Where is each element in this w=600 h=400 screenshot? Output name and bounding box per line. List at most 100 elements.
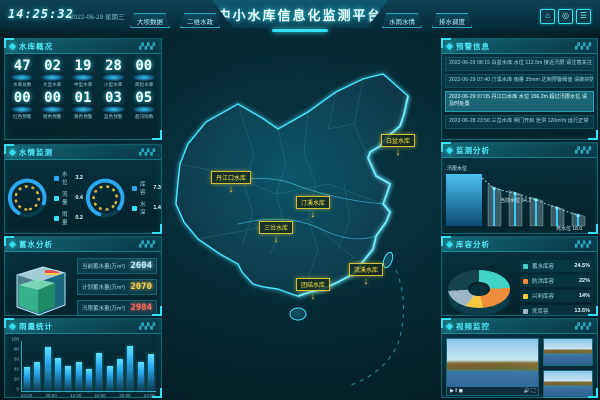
panel-header: 视频监控 xyxy=(442,319,597,334)
rain-y-axis: 0 20 40 60 80 100 xyxy=(9,336,19,392)
legend-value: 7.3 xyxy=(153,185,161,191)
analysis-annotation-2: 死水位 18.0 xyxy=(556,225,582,232)
stat-value: 00 xyxy=(44,90,62,106)
rain-y-tick: 20 xyxy=(13,376,19,382)
stats-grid: 47 水库总数 02 大型水库 19 中型水库 28 小型水库 00 病险水库 00 红色预警 00 橙色… xyxy=(5,54,161,122)
tab-drain-dispatch[interactable]: 排水调度 xyxy=(432,13,472,28)
volume-fullscreen-icons[interactable]: 🔊 ⛶ xyxy=(523,388,535,394)
rain-bar-0 xyxy=(24,367,30,391)
rain-bar-5 xyxy=(75,362,82,391)
marker-arrow-icon: ↓ xyxy=(395,147,401,157)
rain-y-tick: 80 xyxy=(13,346,19,352)
capacity-legend-item-0: 蓄水库容 24.5% xyxy=(520,260,593,272)
panel-title: 蓄水分析 xyxy=(19,239,53,249)
diamond-icon xyxy=(8,240,17,248)
stat-item-7: 01 黄色预警 xyxy=(68,90,98,120)
capacity-legend: 蓄水库容 24.5% 防洪库容 22% 兴利库容 14% 死库容 13.5% xyxy=(520,260,593,320)
reservoir-marker-label: 团结水库 xyxy=(295,278,331,291)
reservoir-marker-5[interactable]: 流溪水库 ↓ xyxy=(348,259,384,286)
reservoir-marker-label: 汀溪水库 xyxy=(295,196,331,209)
app-title-bar: 中小水库信息化监测平台 xyxy=(212,0,388,28)
storage-row-0: 当前蓄水量(万m³) 2604 xyxy=(77,258,157,274)
stat-label: 蓝色预警 xyxy=(104,114,123,120)
tab-dam-data[interactable]: 大坝数据 xyxy=(130,13,170,28)
gauge-1-legend: 水位 3.2 流量 0.4 雨量 0.2 xyxy=(54,166,83,230)
panel-storage: 蓄水分析 当前蓄水量(万m³) 2604 计划蓄水量(万m³) 2070 汛限蓄水量(万… xyxy=(4,236,162,316)
legend-value: 1.4 xyxy=(153,205,161,211)
reservoir-marker-4[interactable]: 团结水库 ↓ xyxy=(295,274,331,301)
stat-item-2: 19 中型水库 xyxy=(68,58,98,88)
stat-value: 19 xyxy=(74,58,92,74)
app-title: 中小水库信息化监测平台 xyxy=(217,7,383,23)
marker-arrow-icon: ↓ xyxy=(310,209,316,219)
legend-value: 0.4 xyxy=(75,195,83,201)
legend-label: 雨量 xyxy=(62,212,68,226)
panel-header: 水库概况 xyxy=(5,39,161,54)
diamond-icon xyxy=(445,240,454,248)
stat-value: 28 xyxy=(104,58,122,74)
panel-header: 监测分析 xyxy=(442,143,597,158)
storage-label: 当前蓄水量(万m³) xyxy=(82,264,126,270)
date-label: 2022-06-29 星期三 xyxy=(70,14,125,21)
home-icon[interactable]: ⌂ xyxy=(540,9,555,24)
alert-item-2[interactable]: 2022-06-29 07:05 丹江口水库 水位 156.2m 超过汛限水位 … xyxy=(445,90,594,113)
main-level-bar xyxy=(446,174,482,226)
storage-label: 汛限蓄水量(万m³) xyxy=(82,306,126,312)
legend-value: 3.2 xyxy=(75,175,83,181)
alert-item-0[interactable]: 2022-06-29 08:15 白盆水库 水位 112.5m 接近汛限 请注意… xyxy=(445,57,594,71)
reservoir-marker-label: 流溪水库 xyxy=(348,263,384,276)
legend-percent: 24.5% xyxy=(574,263,590,269)
video-controls[interactable]: ▶ ‖ ◼ 🔊 ⛶ xyxy=(447,387,538,395)
legend-swatch xyxy=(132,205,138,211)
alerts-list: 2022-06-29 08:15 白盆水库 水位 112.5m 接近汛限 请注意… xyxy=(442,54,597,135)
rain-y-tick: 0 xyxy=(16,386,19,392)
locate-icon[interactable]: ◎ xyxy=(558,9,573,24)
video-frame xyxy=(544,371,592,397)
rain-plot xyxy=(21,341,156,392)
reservoir-marker-2[interactable]: 汀溪水库 ↓ xyxy=(295,192,331,219)
stat-item-1: 02 大型水库 xyxy=(37,58,67,88)
video-thumb-2[interactable] xyxy=(543,370,593,398)
panel-title: 水情监测 xyxy=(19,147,53,157)
reservoir-marker-3[interactable]: 三岔水库 ↓ xyxy=(258,217,294,244)
alert-item-3[interactable]: 2022-06-28 23:50 三岔水库 闸门开启 泄洪 120m³/s 运行… xyxy=(445,115,594,129)
video-frame xyxy=(544,339,592,365)
china-map[interactable]: 白盆水库 ↓ 丹江口水库 ↓ 汀溪水库 ↓ 三岔水库 ↓ 团结水库 ↓ 流溪水库 ↓ xyxy=(158,34,444,396)
reservoir-marker-0[interactable]: 白盆水库 ↓ xyxy=(380,130,416,157)
legend-swatch xyxy=(54,195,60,201)
menu-icon[interactable]: ☰ xyxy=(576,9,591,24)
stat-label: 病险水库 xyxy=(134,82,153,88)
panel-title: 监测分析 xyxy=(456,145,490,155)
diamond-icon xyxy=(445,322,454,330)
stat-value: 00 xyxy=(135,58,153,74)
tab-rain-water[interactable]: 水雨水情 xyxy=(382,13,422,28)
stat-item-8: 03 蓝色预警 xyxy=(98,90,128,120)
video-main[interactable]: ▶ ‖ ◼ 🔊 ⛶ xyxy=(446,338,539,396)
legend-swatch xyxy=(523,308,528,314)
china-map-svg xyxy=(175,73,409,387)
legend-percent: 22% xyxy=(578,278,590,284)
rain-y-tick: 60 xyxy=(13,356,19,362)
rain-y-tick: 100 xyxy=(11,336,19,342)
panel-water-monitor: 水情监测 水位 3.2 流量 0.4 雨量 0.2 库容 7.3 水深 1.4 xyxy=(4,144,162,234)
rain-bar-2 xyxy=(44,347,51,391)
video-thumb-1[interactable] xyxy=(543,338,593,366)
rain-bar-6 xyxy=(85,369,92,391)
reservoir-marker-1[interactable]: 丹江口水库 ↓ xyxy=(210,167,252,194)
diamond-icon xyxy=(445,42,454,50)
alert-item-1[interactable]: 2022-06-29 07:40 汀溪水库 雨量 35mm 达到预警阈值 请做好… xyxy=(445,73,594,88)
storage-label: 计划蓄水量(万m³) xyxy=(82,285,126,291)
storage-value: 2984 xyxy=(130,303,152,313)
rain-bar-3 xyxy=(54,358,61,391)
play-icon[interactable]: ▶ ‖ ◼ xyxy=(450,388,463,394)
reservoir-marker-label: 白盆水库 xyxy=(380,134,416,147)
stat-item-3: 28 小型水库 xyxy=(98,58,128,88)
storage-rows: 当前蓄水量(万m³) 2604 计划蓄水量(万m³) 2070 汛限蓄水量(万m³) 29… xyxy=(77,258,157,321)
panel-header: 雨量统计 xyxy=(5,319,161,334)
reservoir-marker-label: 丹江口水库 xyxy=(210,171,252,184)
stat-label: 红色预警 xyxy=(12,114,32,120)
legend-percent: 14% xyxy=(578,293,590,299)
tab-2d-water[interactable]: 二维水政 xyxy=(180,13,220,28)
